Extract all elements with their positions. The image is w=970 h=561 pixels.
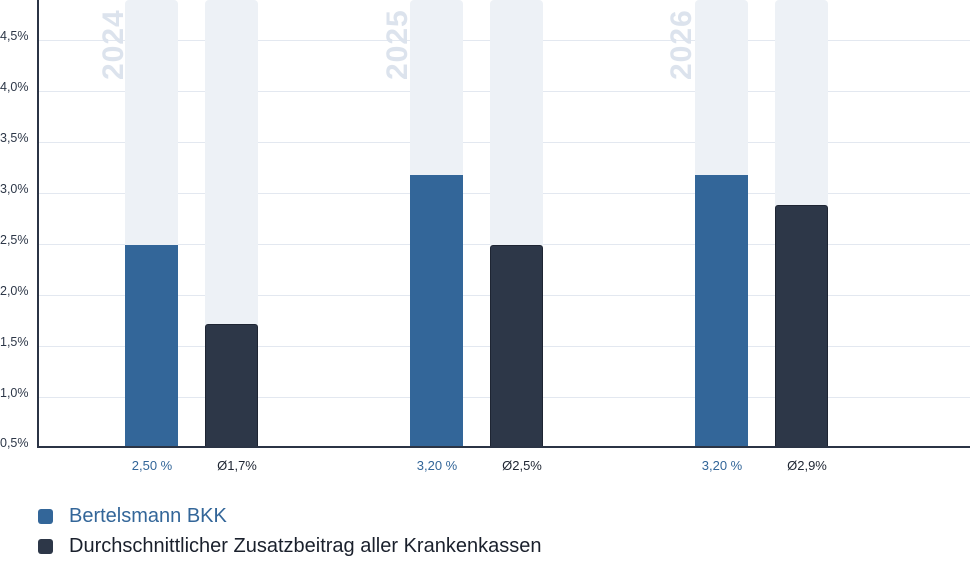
- legend-label: Bertelsmann BKK: [69, 504, 227, 527]
- value-label-average: Ø2,9%: [787, 458, 827, 473]
- legend-swatch-icon: [38, 538, 53, 554]
- value-label-average: Ø2,5%: [502, 458, 542, 473]
- y-tick-label: 3,0%: [0, 182, 29, 196]
- y-axis: [37, 0, 39, 448]
- y-tick-label: 2,5%: [0, 233, 29, 247]
- legend-label: Durchschnittlicher Zusatzbeitrag aller K…: [69, 534, 542, 557]
- value-label-bkk: 2,50 %: [131, 458, 173, 473]
- bar-average-2025[interactable]: [490, 245, 543, 447]
- y-tick-label: 4,5%: [0, 29, 29, 43]
- legend-item-average[interactable]: Durchschnittlicher Zusatzbeitrag aller K…: [38, 531, 541, 561]
- year-label: 2026: [665, 9, 698, 80]
- x-axis: [37, 446, 970, 448]
- legend: Bertelsmann BKK Durchschnittlicher Zusat…: [38, 501, 541, 561]
- y-tick-label: 3,5%: [0, 131, 29, 145]
- bar-chart: 4,5% 4,0% 3,5% 3,0% 2,5% 2,0% 1,5% 1,0% …: [0, 0, 970, 473]
- bar-bkk-2024[interactable]: [125, 245, 178, 447]
- y-tick-label: 1,0%: [0, 386, 29, 400]
- bar-bkk-2025[interactable]: [410, 175, 463, 447]
- bar-average-2026[interactable]: [775, 205, 828, 447]
- y-tick-label: 2,0%: [0, 284, 29, 298]
- y-tick-label: 1,5%: [0, 335, 29, 349]
- value-label-bkk: 3,20 %: [416, 458, 458, 473]
- y-tick-label: 4,0%: [0, 80, 29, 94]
- y-tick-label: 0,5%: [0, 436, 29, 450]
- legend-item-bkk[interactable]: Bertelsmann BKK: [38, 501, 541, 531]
- value-label-average: Ø1,7%: [217, 458, 257, 473]
- value-label-bkk: 3,20 %: [701, 458, 743, 473]
- legend-swatch-icon: [38, 508, 53, 524]
- bar-average-2024[interactable]: [205, 324, 258, 447]
- bar-bkk-2026[interactable]: [695, 175, 748, 447]
